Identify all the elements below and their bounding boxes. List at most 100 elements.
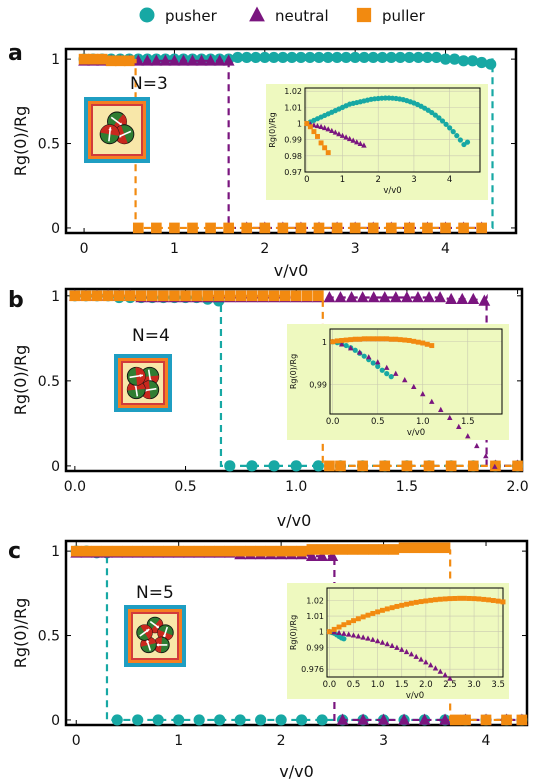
- inset-data-point-pusher: [371, 360, 376, 365]
- inset-x-tick-label: 3: [411, 175, 416, 185]
- inset-data-point-puller: [399, 603, 404, 608]
- inset-data-point-puller: [501, 599, 506, 604]
- data-point-pusher: [268, 460, 279, 471]
- icon-fill: [123, 363, 163, 403]
- data-point-puller: [223, 223, 234, 234]
- x-tick-label: 1.5: [396, 479, 418, 495]
- inset-x-tick-label: 0.5: [371, 417, 385, 427]
- data-point-puller: [313, 290, 324, 301]
- inset-y-axis-label: Rg(0)/Rg: [289, 354, 298, 389]
- inset-data-point-puller: [319, 140, 324, 145]
- legend-marker-pusher: [140, 8, 155, 23]
- inset-data-point-puller: [380, 608, 385, 613]
- inset-data-point-puller: [452, 596, 457, 601]
- x-tick-label: 0.5: [174, 479, 196, 495]
- inset-plot: 0 1 2 3 4 0.97 0.98 0.99 1 1.01 1.02 v/v0 Rg(0)/Rg: [266, 84, 488, 200]
- x-tick-label: 2: [260, 241, 269, 257]
- data-point-pusher: [112, 714, 123, 725]
- inset-data-point-pusher: [353, 348, 358, 353]
- data-point-puller: [424, 461, 435, 472]
- inset-data-point-puller: [344, 338, 349, 343]
- data-point-puller: [70, 290, 81, 301]
- inset-y-tick-label: 0.98: [284, 152, 302, 161]
- inset-x-tick-label: 2: [376, 175, 381, 185]
- data-point-puller: [151, 223, 162, 234]
- inset-data-point-puller: [375, 609, 380, 614]
- data-point-puller: [368, 544, 379, 555]
- y-tick-label: 0: [51, 459, 60, 475]
- data-point-puller: [440, 223, 451, 234]
- y-tick-label: 1: [51, 289, 60, 305]
- data-point-puller: [429, 542, 440, 553]
- data-point-pusher: [132, 714, 143, 725]
- data-point-puller: [169, 290, 180, 301]
- data-point-puller: [191, 290, 202, 301]
- data-point-pusher: [485, 59, 496, 70]
- inset-data-point-puller: [326, 150, 331, 155]
- data-point-puller: [512, 461, 523, 472]
- inset-data-point-puller: [411, 339, 416, 344]
- inset-data-point-puller: [398, 337, 403, 342]
- inset-y-tick-label: 0.976: [301, 665, 324, 674]
- data-point-puller: [468, 461, 479, 472]
- data-point-puller: [180, 290, 191, 301]
- inset-data-point-puller: [390, 605, 395, 610]
- inset-y-tick-label: 1.02: [284, 87, 302, 96]
- inset-data-point-pusher: [384, 371, 389, 376]
- inset-data-point-puller: [380, 336, 385, 341]
- data-point-puller: [213, 290, 224, 301]
- inset-x-tick-label: 0.0: [326, 417, 340, 427]
- inset-data-point-puller: [438, 597, 443, 602]
- data-point-puller: [446, 461, 457, 472]
- x-tick-label: 1: [170, 241, 179, 257]
- inset-data-point-pusher: [344, 343, 349, 348]
- data-point-puller: [91, 546, 102, 557]
- data-point-puller: [184, 546, 195, 557]
- inset-data-point-pusher: [451, 129, 456, 134]
- data-point-puller: [335, 461, 346, 472]
- inset-data-point-puller: [476, 596, 481, 601]
- inset-data-point-puller: [467, 596, 472, 601]
- inset-data-point-puller: [371, 336, 376, 341]
- data-point-puller: [419, 542, 430, 553]
- data-point-puller: [291, 290, 302, 301]
- inset-data-point-pusher: [341, 636, 346, 641]
- data-point-puller: [276, 546, 287, 557]
- data-point-puller: [517, 715, 528, 726]
- x-tick-label: 1.0: [285, 479, 307, 495]
- data-point-puller: [314, 223, 325, 234]
- inset-data-point-puller: [335, 338, 340, 343]
- inset-data-point-puller: [315, 134, 320, 139]
- inset-data-point-puller: [366, 336, 371, 341]
- inset-data-point-puller: [327, 629, 332, 634]
- inset-data-point-pusher: [380, 368, 385, 373]
- inset-x-tick-label: 4: [447, 175, 452, 185]
- data-point-puller: [379, 461, 390, 472]
- data-point-puller: [81, 546, 92, 557]
- data-point-puller: [132, 546, 143, 557]
- data-point-puller: [440, 542, 451, 553]
- data-point-puller: [280, 290, 291, 301]
- data-point-puller: [317, 544, 328, 555]
- data-point-puller: [204, 546, 215, 557]
- legend-marker-puller: [357, 8, 371, 22]
- inset-x-tick-label: 1.5: [461, 417, 475, 427]
- data-point-puller: [124, 55, 135, 66]
- data-point-puller: [194, 546, 205, 557]
- y-axis-label: Rg(0)/Rg: [11, 106, 30, 177]
- inset-x-tick-label: 1: [340, 175, 345, 185]
- data-point-puller: [81, 290, 92, 301]
- data-point-pusher: [194, 714, 205, 725]
- data-point-puller: [307, 544, 318, 555]
- legend-label-puller: puller: [382, 7, 426, 25]
- inset-data-point-puller: [375, 336, 380, 341]
- panel-b: b0.0 0.5 1.0 1.5 2.000.51v/v0Rg(0)/RgN=40.0 0…: [8, 288, 529, 530]
- inset-x-tick-label: 3.0: [467, 680, 481, 690]
- panel-label: b: [8, 288, 24, 313]
- inset-data-point-puller: [457, 596, 462, 601]
- inset-data-point-pusher: [454, 133, 459, 138]
- panel-c: c0 1 2 3 400.51v/v0Rg(0)/RgN=50.0 0.5 1.0 1.5 2.…: [8, 539, 528, 781]
- inset-plot: 0.0 0.5 1.0 1.5 2.0 2.5 3.0 3.50.9760.9911.011.…: [287, 583, 509, 701]
- inset-y-tick-label: 1.01: [284, 103, 302, 112]
- inset-x-tick-label: 3.5: [491, 680, 505, 690]
